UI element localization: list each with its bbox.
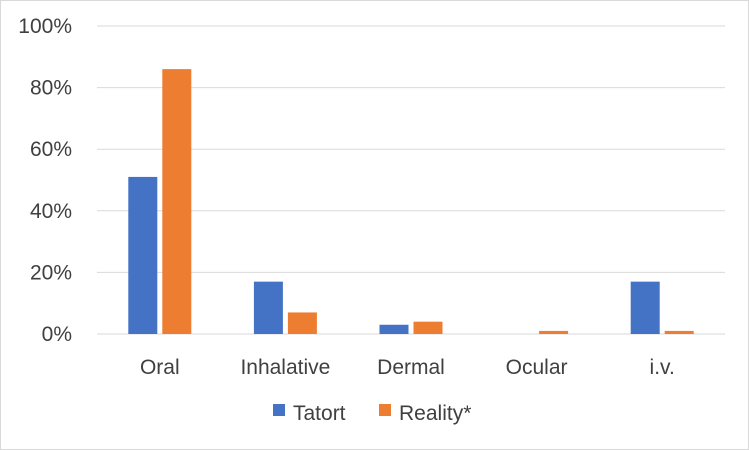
y-tick-label: 40% [30, 200, 72, 223]
y-axis-tick-labels: 0% 20% 40% 60% 80% 100% [18, 15, 72, 346]
bar-tatort-oral [128, 176, 158, 334]
legend-label: Reality* [399, 402, 471, 425]
x-category-label: i.v. [650, 356, 675, 379]
y-tick-label: 80% [30, 77, 72, 100]
x-category-label: Inhalative [240, 356, 330, 379]
legend-swatch [273, 404, 285, 416]
bar-reality-i-v [664, 330, 694, 334]
y-tick-label: 20% [30, 261, 72, 284]
bar-tatort-i-v [630, 281, 660, 334]
y-tick-label: 100% [18, 15, 72, 38]
x-axis-category-labels: Oral Inhalative Dermal Ocular i.v. [140, 356, 675, 379]
bar-reality-dermal [413, 321, 443, 334]
bar-tatort-inhalative [253, 281, 283, 334]
x-category-label: Ocular [506, 356, 568, 379]
legend: Tatort Reality* [273, 402, 471, 425]
bars [128, 69, 694, 335]
y-tick-label: 0% [42, 323, 72, 346]
x-category-label: Oral [140, 356, 180, 379]
gridlines [97, 25, 725, 335]
bar-reality-oral [162, 69, 192, 335]
legend-label: Tatort [293, 402, 346, 425]
bar-reality-inhalative [287, 312, 317, 334]
y-tick-label: 60% [30, 138, 72, 161]
legend-swatch [379, 404, 391, 416]
bar-reality-ocular [539, 330, 569, 334]
bar-tatort-dermal [379, 324, 409, 334]
x-category-label: Dermal [377, 356, 445, 379]
